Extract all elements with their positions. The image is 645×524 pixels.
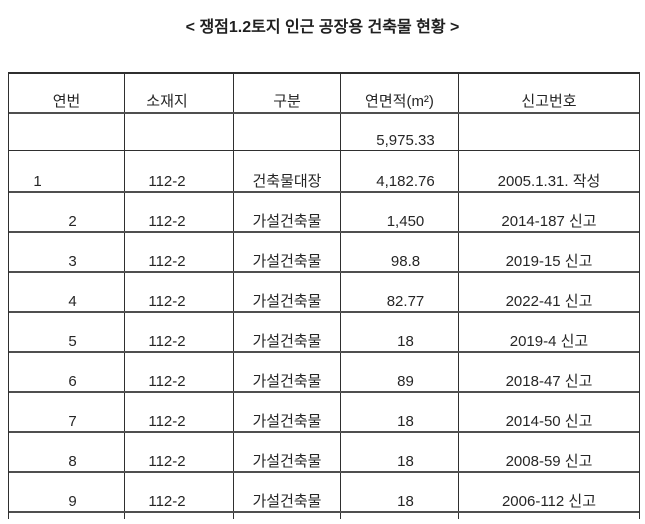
cell-category: 가설건축물 xyxy=(234,193,341,231)
cell-category: 가설건축물 xyxy=(234,433,341,471)
table-row-cutoff xyxy=(9,513,639,519)
buildings-table: 연번 소재지 구분 연면적(m²) 신고번호 5,975.33 1 112-2 … xyxy=(8,72,640,519)
cell-location: 112-2 xyxy=(125,151,234,191)
table-row-7: 7 112-2 가설건축물 18 2014-50 신고 xyxy=(9,393,639,433)
cell-category: 가설건축물 xyxy=(234,273,341,311)
table-row-3: 3 112-2 가설건축물 98.8 2019-15 신고 xyxy=(9,233,639,273)
cell-report: 2019-4 신고 xyxy=(509,333,589,351)
cell-report: 2006-112 신고 xyxy=(501,493,597,511)
cell-no: 4 xyxy=(9,273,125,311)
cell-location: 112-2 xyxy=(125,433,234,471)
cell-area: 18 xyxy=(341,313,459,351)
cell-area: 5,975.33 xyxy=(341,114,459,150)
page-title: < 쟁점1.2토지 인근 공장용 건축물 현황 > xyxy=(185,19,460,36)
col-header-category: 구분 xyxy=(234,74,341,112)
table-row-6: 6 112-2 가설건축물 89 2018-47 신고 xyxy=(9,353,639,393)
table-row-5: 5 112-2 가설건축물 18 2019-4 신고 xyxy=(9,313,639,353)
col-header-report: 신고번호 xyxy=(521,93,577,111)
cell-report: 2005.1.31. 작성 xyxy=(497,173,601,191)
cell-no: 7 xyxy=(9,393,125,431)
cell-location: 112-2 xyxy=(125,473,234,511)
cell-location xyxy=(125,114,234,150)
table-header-row: 연번 소재지 구분 연면적(m²) 신고번호 xyxy=(9,74,639,114)
cell-no: 9 xyxy=(9,473,125,511)
cell-area: 18 xyxy=(341,393,459,431)
cell-category xyxy=(234,114,341,150)
cell-report: 2018-47 신고 xyxy=(505,373,593,391)
cell-report: 2014-187 신고 xyxy=(501,213,597,231)
cell-no: 8 xyxy=(9,433,125,471)
table-row-2: 2 112-2 가설건축물 1,450 2014-187 신고 xyxy=(9,193,639,233)
table-row-9: 9 112-2 가설건축물 18 2006-112 신고 xyxy=(9,473,639,513)
cell-location: 112-2 xyxy=(125,313,234,351)
cell-report: 2019-15 신고 xyxy=(505,253,593,271)
col-header-location: 소재지 xyxy=(125,74,234,112)
cell-area: 4,182.76 xyxy=(341,151,459,191)
cell-category: 가설건축물 xyxy=(234,233,341,271)
cell-area: 18 xyxy=(341,473,459,511)
table-row-subtotal: 5,975.33 xyxy=(9,114,639,151)
cell-location: 112-2 xyxy=(125,393,234,431)
cell-no: 6 xyxy=(9,353,125,391)
cell-location: 112-2 xyxy=(125,193,234,231)
cell-category: 건축물대장 xyxy=(234,151,341,191)
cell-area: 1,450 xyxy=(341,193,459,231)
col-header-no: 연번 xyxy=(9,74,125,112)
cell-area: 18 xyxy=(341,433,459,471)
cell-category: 가설건축물 xyxy=(234,393,341,431)
cell-no: 1 xyxy=(9,151,125,191)
table-row-1: 1 112-2 건축물대장 4,182.76 2005.1.31. 작성 xyxy=(9,151,639,193)
cell-location: 112-2 xyxy=(125,233,234,271)
table-row-4: 4 112-2 가설건축물 82.77 2022-41 신고 xyxy=(9,273,639,313)
cell-area: 82.77 xyxy=(341,273,459,311)
table-row-8: 8 112-2 가설건축물 18 2008-59 신고 xyxy=(9,433,639,473)
cell-category: 가설건축물 xyxy=(234,473,341,511)
cell-category: 가설건축물 xyxy=(234,353,341,391)
cell-no: 3 xyxy=(9,233,125,271)
cell-no: 2 xyxy=(9,193,125,231)
cell-no: 5 xyxy=(9,313,125,351)
cell-report: 2022-41 신고 xyxy=(505,293,593,311)
cell-report: 2014-50 신고 xyxy=(505,413,593,431)
cell-category: 가설건축물 xyxy=(234,313,341,351)
cell-location: 112-2 xyxy=(125,353,234,391)
cell-area: 98.8 xyxy=(341,233,459,271)
cell-area: 89 xyxy=(341,353,459,391)
cell-report: 2008-59 신고 xyxy=(505,453,593,471)
col-header-area: 연면적(m²) xyxy=(341,74,459,112)
cell-location: 112-2 xyxy=(125,273,234,311)
cell-report xyxy=(459,114,639,150)
cell-no xyxy=(9,114,125,150)
